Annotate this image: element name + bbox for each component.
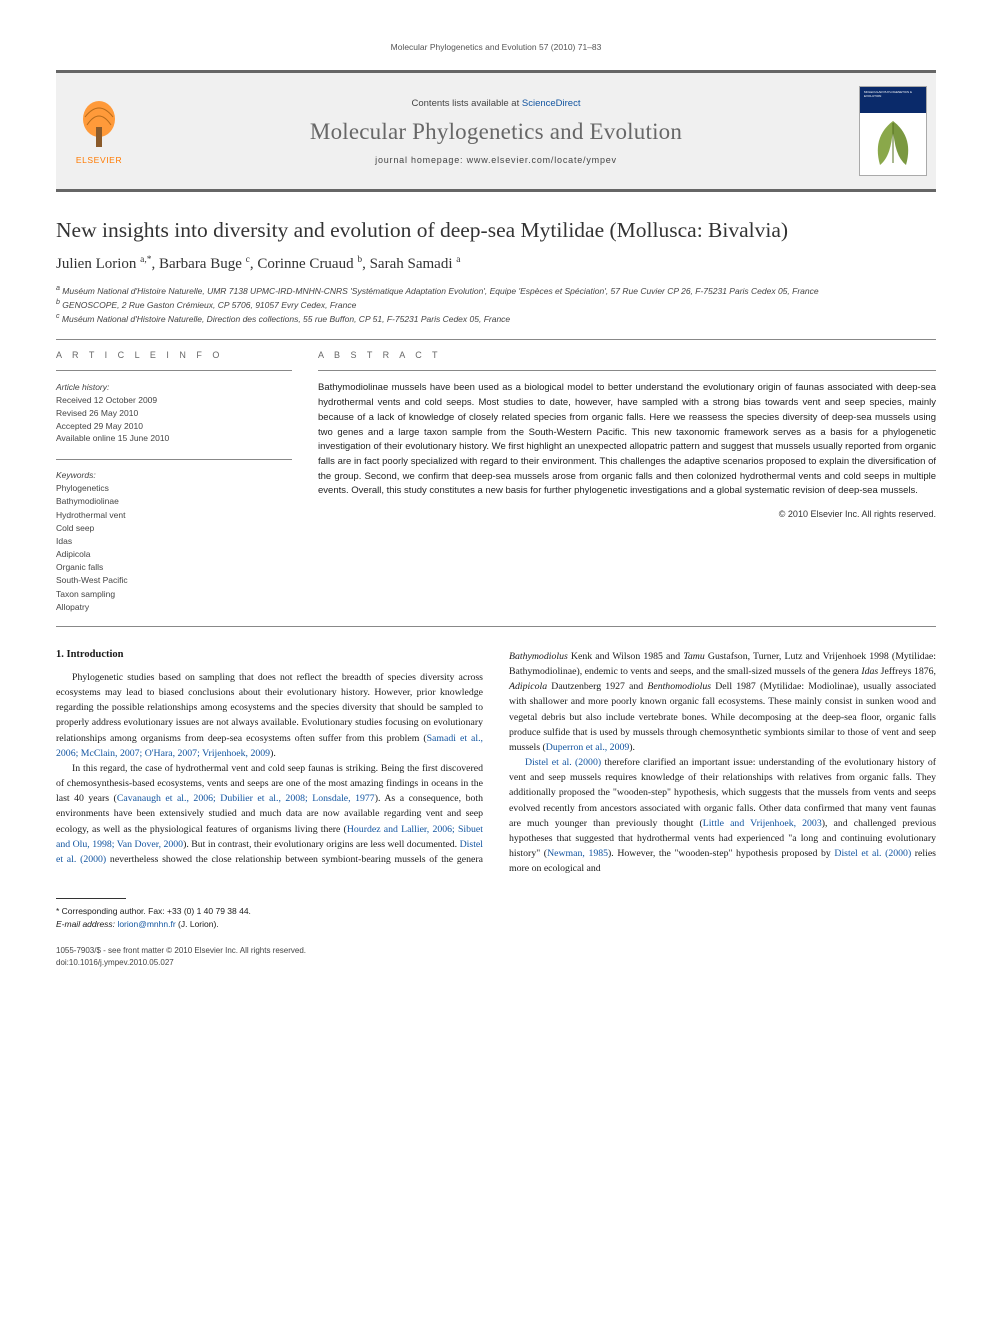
homepage-pre: journal homepage: — [375, 155, 466, 165]
keyword: Cold seep — [56, 522, 292, 535]
ref-link-cavanaugh[interactable]: Cavanaugh et al., 2006; Dubilier et al.,… — [117, 793, 375, 804]
keyword: Idas — [56, 535, 292, 548]
genus-idas: Idas — [861, 666, 878, 677]
keyword: Phylogenetics — [56, 482, 292, 495]
p2-h: Dautzenberg 1927 and — [547, 681, 647, 692]
ref-link-little[interactable]: Little and Vrijenhoek, 2003 — [703, 818, 822, 829]
journal-cover-thumb: MOLECULAR PHYLOGENETICS & EVOLUTION — [859, 86, 927, 176]
keyword: Hydrothermal vent — [56, 509, 292, 522]
affiliations: a Muséum National d'Histoire Naturelle, … — [56, 283, 936, 325]
abstract-head: A B S T R A C T — [318, 350, 936, 360]
genus-adipicola: Adipicola — [509, 681, 547, 692]
intro-para-1: Phylogenetic studies based on sampling t… — [56, 670, 483, 761]
email-who: (J. Lorion). — [178, 919, 219, 929]
ref-link-newman[interactable]: Newman, 1985 — [547, 848, 608, 859]
abstract-col: A B S T R A C T Bathymodiolinae mussels … — [318, 350, 936, 613]
history-received: Received 12 October 2009 — [56, 394, 292, 407]
author-list: Julien Lorion a,*, Barbara Buge c, Corin… — [56, 255, 936, 273]
ref-link-duperron[interactable]: Duperron et al., 2009 — [546, 742, 630, 753]
article-history-head: Article history: — [56, 381, 292, 394]
rule-info — [56, 370, 292, 371]
publisher-logo-box: ELSEVIER — [56, 73, 142, 189]
doi-line: doi:10.1016/j.ympev.2010.05.027 — [56, 957, 936, 969]
cover-thumb-box: MOLECULAR PHYLOGENETICS & EVOLUTION — [850, 73, 936, 189]
rule-below-abstract — [56, 626, 936, 627]
affiliation: b GENOSCOPE, 2 Rue Gaston Crémieux, CP 5… — [56, 297, 936, 311]
footer-block: * Corresponding author. Fax: +33 (0) 1 4… — [56, 898, 936, 931]
article-info-head: A R T I C L E I N F O — [56, 350, 292, 360]
footer-bottom: 1055-7903/$ - see front matter © 2010 El… — [56, 945, 936, 969]
p2-g: Jeffreys 1876, — [878, 666, 936, 677]
running-head: Molecular Phylogenetics and Evolution 57… — [56, 42, 936, 52]
keyword: Taxon sampling — [56, 588, 292, 601]
p2-d: nevertheless showed the close relationsh… — [106, 854, 483, 865]
keywords-list: PhylogeneticsBathymodiolinaeHydrothermal… — [56, 482, 292, 614]
affiliation: a Muséum National d'Histoire Naturelle, … — [56, 283, 936, 297]
p2-c: ). But in contrast, their evolutionary o… — [183, 839, 460, 850]
rule-above-abstract — [56, 339, 936, 340]
affiliation: c Muséum National d'Histoire Naturelle, … — [56, 311, 936, 325]
journal-name: Molecular Phylogenetics and Evolution — [310, 119, 682, 145]
cover-title: MOLECULAR PHYLOGENETICS & EVOLUTION — [864, 91, 926, 98]
p1-a: Phylogenetic studies based on sampling t… — [56, 672, 483, 744]
publisher-name: ELSEVIER — [76, 155, 122, 165]
p1-b: ). — [270, 748, 276, 759]
section-1-heading: 1. Introduction — [56, 649, 483, 660]
homepage-url: www.elsevier.com/locate/ympev — [467, 155, 617, 165]
keyword: South-West Pacific — [56, 574, 292, 587]
email-link[interactable]: lorion@mnhn.fr — [117, 919, 175, 929]
article-info-col: A R T I C L E I N F O Article history: R… — [56, 350, 292, 613]
corr-rule — [56, 898, 126, 899]
rule-abstract — [318, 370, 936, 371]
sciencedirect-link[interactable]: ScienceDirect — [522, 98, 581, 109]
rule-keywords — [56, 459, 292, 460]
paper-title: New insights into diversity and evolutio… — [56, 218, 936, 243]
p3-c: ). However, the "wooden-step" hypothesis… — [608, 848, 834, 859]
abstract-text: Bathymodiolinae mussels have been used a… — [318, 381, 936, 499]
keyword: Allopatry — [56, 601, 292, 614]
history-revised: Revised 26 May 2010 — [56, 407, 292, 420]
ref-link-distel-2[interactable]: Distel et al. (2000) — [525, 757, 601, 768]
issn-line: 1055-7903/$ - see front matter © 2010 El… — [56, 945, 936, 957]
keywords-head: Keywords: — [56, 470, 292, 480]
masthead: ELSEVIER Contents lists available at Sci… — [56, 70, 936, 192]
body-columns: 1. Introduction Phylogenetic studies bas… — [56, 649, 936, 877]
abstract-copyright: © 2010 Elsevier Inc. All rights reserved… — [318, 509, 936, 519]
history-online: Available online 15 June 2010 — [56, 432, 292, 445]
contents-line: Contents lists available at ScienceDirec… — [412, 98, 581, 109]
homepage-line: journal homepage: www.elsevier.com/locat… — [375, 155, 617, 165]
genus-tamu: Tamu — [683, 651, 704, 662]
elsevier-tree-icon — [75, 97, 123, 153]
corresponding-author: * Corresponding author. Fax: +33 (0) 1 4… — [56, 905, 476, 918]
masthead-center: Contents lists available at ScienceDirec… — [142, 73, 850, 189]
genus-benthomodiolus: Benthomodiolus — [647, 681, 711, 692]
genus-bathymodiolus: Bathymodiolus — [509, 651, 568, 662]
intro-para-3: Distel et al. (2000) therefore clarified… — [509, 755, 936, 876]
history-accepted: Accepted 29 May 2010 — [56, 420, 292, 433]
ref-link-distel-3[interactable]: Distel et al. (2000) — [834, 848, 911, 859]
keyword: Bathymodiolinae — [56, 495, 292, 508]
title-block: New insights into diversity and evolutio… — [56, 218, 936, 325]
p2-j: ). — [629, 742, 635, 753]
p2-e: Kenk and Wilson 1985 and — [568, 651, 684, 662]
email-label: E-mail address: — [56, 919, 115, 929]
keyword: Adipicola — [56, 548, 292, 561]
keyword: Organic falls — [56, 561, 292, 574]
cover-leaf-icon — [866, 119, 920, 169]
contents-pre: Contents lists available at — [412, 98, 522, 109]
